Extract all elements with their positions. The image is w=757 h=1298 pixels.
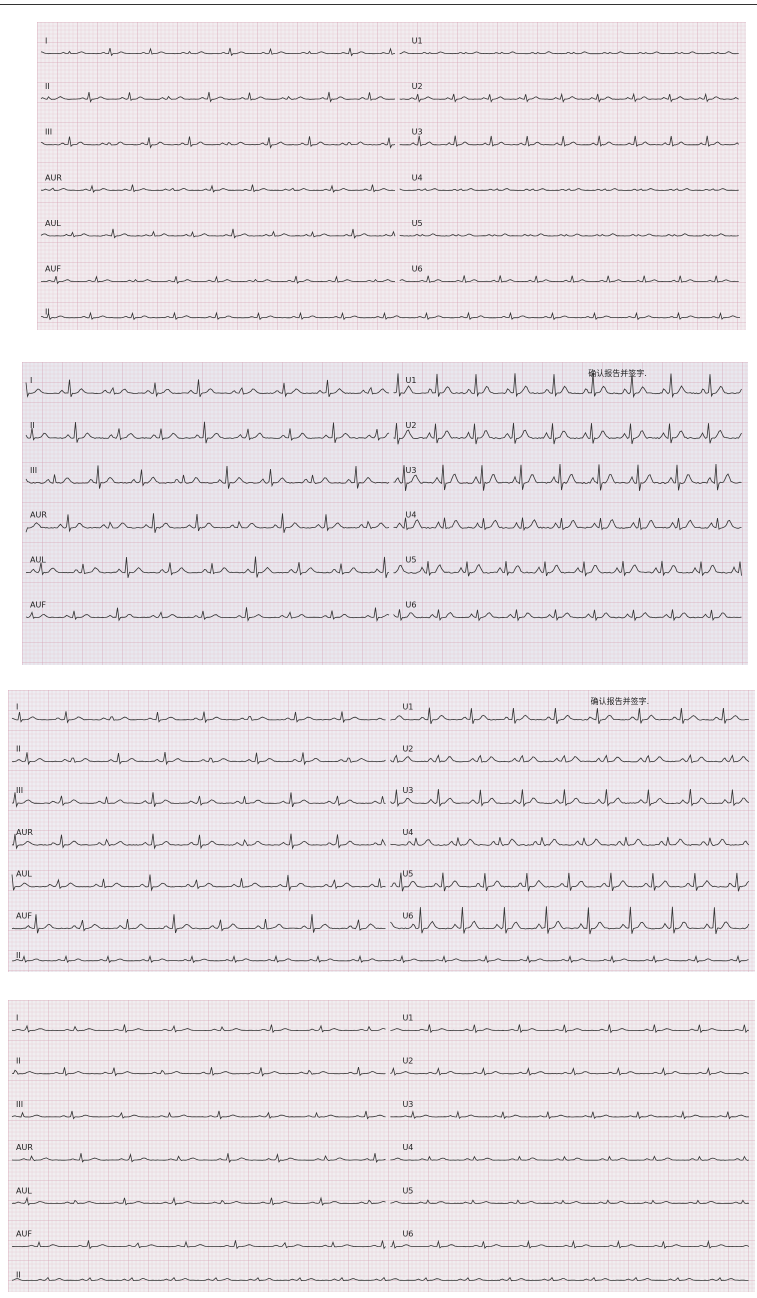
lead-label: III — [30, 466, 37, 475]
lead-label: U5 — [412, 219, 423, 228]
lead-label: U5 — [402, 1186, 413, 1195]
lead-label: AUL — [30, 556, 46, 565]
lead-label: U1 — [402, 1013, 413, 1022]
lead-label: U2 — [402, 1057, 413, 1066]
lead-label: III — [16, 786, 23, 795]
lead-label: U6 — [402, 1230, 413, 1239]
lead-label: AUF — [30, 600, 46, 609]
lead-label: I — [16, 703, 18, 712]
lead-label: U3 — [412, 128, 423, 137]
lead-label: AUF — [16, 1230, 32, 1239]
lead-label: U4 — [406, 511, 417, 520]
lead-label: III — [16, 1100, 23, 1109]
grid — [22, 362, 748, 665]
lead-label: II — [45, 82, 50, 91]
lead-label: U3 — [402, 1100, 413, 1109]
lead-label: I — [16, 1013, 18, 1022]
lead-label: AUL — [16, 870, 32, 879]
lead-label: U6 — [406, 600, 417, 609]
lead-label: U1 — [406, 376, 417, 385]
lead-label: II — [16, 744, 21, 753]
lead-label: U1 — [412, 37, 423, 46]
lead-label: II — [16, 1270, 21, 1279]
lead-label: U4 — [412, 173, 423, 182]
lead-label: U4 — [402, 828, 413, 837]
lead-label: U1 — [402, 703, 413, 712]
lead-label: U5 — [406, 556, 417, 565]
lead-label: III — [45, 128, 52, 137]
lead-label: U6 — [402, 911, 413, 920]
lead-label: AUR — [30, 511, 47, 520]
lead-label: U2 — [412, 82, 423, 91]
note: 确认报告并签字. — [588, 368, 647, 378]
grid — [37, 22, 746, 330]
lead-label: AUR — [45, 173, 62, 182]
lead-label: AUR — [16, 828, 33, 837]
grid — [8, 1000, 755, 1292]
lead-label: II — [16, 951, 21, 960]
lead-label: U2 — [402, 744, 413, 753]
top-rule — [0, 4, 757, 5]
note: 确认报告并签字. — [591, 696, 650, 706]
lead-label: II — [16, 1057, 21, 1066]
ecg-strip: I U1 II U2 III U3 AUR U4 AUL U5 AUF U6 II — [8, 1000, 755, 1292]
lead-label: AUR — [16, 1143, 33, 1152]
grid — [8, 690, 755, 972]
lead-label: U3 — [406, 466, 417, 475]
lead-label: AUL — [45, 219, 61, 228]
lead-label: U5 — [402, 870, 413, 879]
lead-label: AUL — [16, 1186, 32, 1195]
lead-label: I — [45, 37, 47, 46]
lead-label: AUF — [45, 264, 61, 273]
lead-label: U3 — [402, 786, 413, 795]
lead-label: U2 — [406, 421, 417, 430]
ecg-strip: I U1 II U2 III U3 AUR U4 AUL U5 AUF U6 II 确认报告并签字. — [8, 690, 755, 972]
lead-label: AUF — [16, 911, 32, 920]
lead-label: U4 — [402, 1143, 413, 1152]
lead-label: I — [30, 376, 32, 385]
lead-label: U6 — [412, 264, 423, 273]
page: IU1IIU2IIIU3AURU4AULU5AUFU6IIIU1IIU2IIIU… — [0, 0, 757, 1298]
